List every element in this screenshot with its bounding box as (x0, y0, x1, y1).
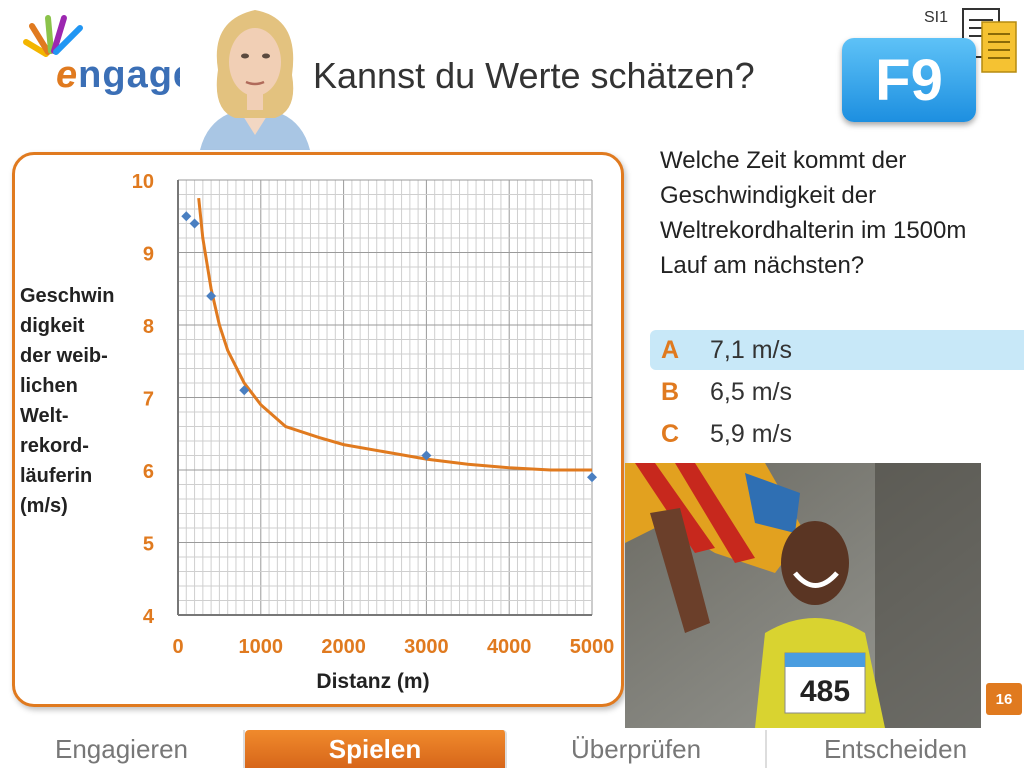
logo-initial: e (56, 54, 79, 96)
answer-letter: B (661, 377, 680, 406)
answer-text: 7,1 m/s (710, 335, 792, 364)
y-tick-label: 5 (143, 534, 154, 556)
x-tick-label: 1000 (239, 636, 284, 658)
logo-rays-icon (23, 15, 83, 57)
tab-entscheiden[interactable]: Entscheiden (767, 730, 1024, 768)
answer-letter: A (661, 335, 680, 364)
y-tick-label: 8 (143, 316, 154, 338)
svg-text:485: 485 (800, 675, 850, 708)
y-axis-label-line: läuferin (20, 465, 92, 487)
y-tick-label: 6 (143, 461, 154, 483)
trend-line (197, 197, 592, 472)
answer-option-c[interactable]: C 5,9 m/s (650, 414, 1024, 454)
y-axis-label-line: digkeit (20, 315, 85, 337)
data-point (181, 211, 192, 222)
question-text: Welche Zeit kommt der Geschwindigkeit de… (660, 147, 967, 279)
page-number: 16 (986, 683, 1022, 715)
data-point (189, 218, 200, 229)
bottom-navigation: Engagieren Spielen Überprüfen Entscheide… (0, 730, 1024, 768)
y-tick-label: 4 (143, 606, 155, 628)
answer-text: 5,9 m/s (710, 419, 792, 448)
y-axis-label-line: lichen (20, 375, 78, 397)
answer-option-a[interactable]: A 7,1 m/s (650, 330, 1024, 370)
x-axis-label: Distanz (m) (316, 670, 429, 693)
tab-ueberpruefen[interactable]: Überprüfen (507, 730, 767, 768)
tab-spielen[interactable]: Spielen (245, 730, 507, 768)
speed-distance-chart: 0 1000 2000 3000 4000 5000 4 5 6 7 8 9 10 Geschwin di… (20, 171, 615, 693)
page-title: Kannst du Werte schätzen? (313, 55, 755, 96)
logo-text: ngage (78, 54, 196, 96)
y-axis-label-line: rekord- (20, 435, 89, 457)
y-axis-label-line: der weib- (20, 345, 108, 367)
x-tick-label: 2000 (321, 636, 366, 658)
data-point (206, 291, 217, 301)
x-tick-label: 3000 (404, 636, 449, 658)
x-tick-label: 0 (172, 636, 183, 658)
presenter-avatar (180, 0, 330, 150)
y-axis-label-line: Geschwin (20, 285, 114, 307)
tab-engagieren[interactable]: Engagieren (0, 730, 245, 768)
question-badge: F9 (842, 38, 976, 122)
y-tick-label: 9 (143, 244, 154, 266)
x-tick-label: 4000 (487, 636, 532, 658)
answer-option-b[interactable]: B 6,5 m/s (650, 372, 1024, 412)
worksheet-icon[interactable] (960, 6, 1020, 76)
y-axis-label-line: Welt- (20, 405, 69, 427)
data-point (587, 472, 597, 483)
engage-logo: engage (18, 12, 194, 96)
x-tick-label: 5000 (570, 636, 615, 658)
answer-text: 6,5 m/s (710, 377, 792, 406)
data-point (421, 450, 432, 461)
y-axis-label-line: (m/s) (20, 495, 68, 517)
level-code: SI1 (924, 9, 949, 26)
y-tick-label: 7 (143, 389, 154, 411)
y-tick-label: 10 (132, 171, 154, 193)
answer-letter: C (661, 419, 680, 448)
athlete-photo: 485 (625, 463, 981, 728)
data-point (239, 385, 250, 396)
